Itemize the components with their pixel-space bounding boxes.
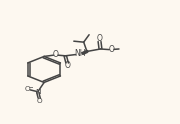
Text: O: O	[64, 62, 70, 70]
Text: O: O	[36, 98, 42, 104]
Text: NH: NH	[74, 49, 85, 58]
Text: O: O	[97, 34, 102, 43]
Text: −: −	[28, 84, 33, 89]
Text: O: O	[25, 86, 30, 92]
Text: N: N	[35, 89, 40, 95]
Text: O: O	[53, 50, 59, 59]
Text: O: O	[109, 45, 114, 54]
